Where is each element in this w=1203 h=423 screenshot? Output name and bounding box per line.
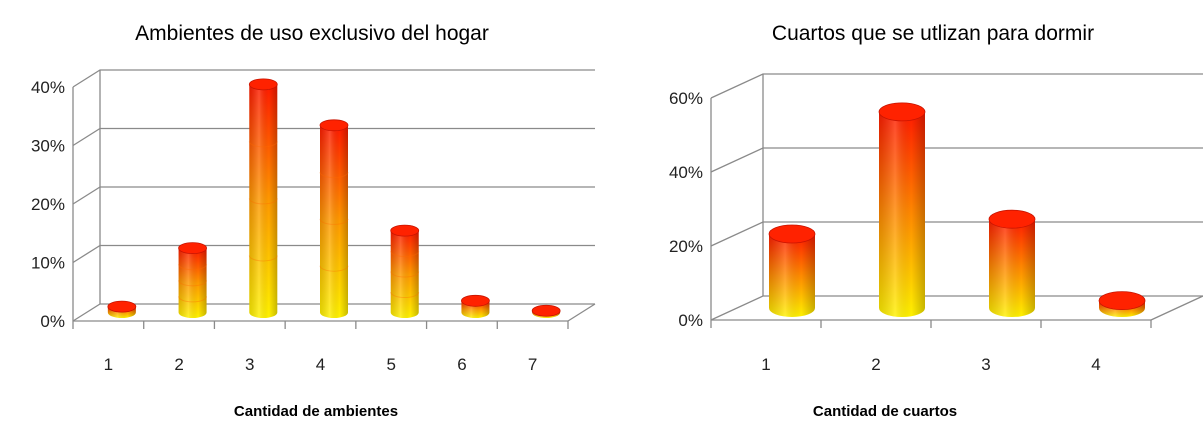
- x-tick-label: 7: [528, 355, 537, 374]
- y-tick-label: 20%: [31, 195, 65, 214]
- bar-band: [319, 265, 349, 272]
- gridline: [710, 73, 1203, 99]
- y-tick-label: 60%: [669, 89, 703, 108]
- bar-top: [319, 119, 349, 132]
- chart-ambientes-svg: Ambientes de uso exclusivo del hogar Can…: [31, 22, 596, 420]
- bar-top: [1098, 291, 1146, 311]
- x-tick-label: 3: [981, 355, 990, 374]
- y-tick-label: 0%: [678, 311, 703, 330]
- bar: [461, 294, 490, 318]
- x-tick-label: 6: [457, 355, 466, 374]
- bar: [319, 119, 349, 318]
- bar-band: [178, 264, 208, 271]
- bar-shading: [320, 125, 348, 318]
- x-axis-title: Cantidad de cuartos: [813, 403, 957, 420]
- bar: [1098, 291, 1146, 317]
- gridline: [72, 69, 595, 88]
- y-tick-label: 10%: [31, 254, 65, 273]
- bar-top: [531, 304, 561, 317]
- bar-shading: [769, 234, 815, 317]
- bar-band: [390, 271, 420, 278]
- y-tick-label: 40%: [669, 163, 703, 182]
- bar-top: [107, 300, 137, 313]
- bar: [531, 304, 561, 318]
- bar-band: [248, 198, 278, 205]
- y-tick-label: 40%: [31, 78, 65, 97]
- bar: [988, 209, 1036, 317]
- bar: [107, 300, 137, 318]
- bar-top: [178, 242, 207, 255]
- bar: [768, 224, 816, 317]
- bar-top: [461, 294, 490, 307]
- bar-top: [768, 224, 816, 244]
- chart-ambientes: Ambientes de uso exclusivo del hogar Can…: [0, 0, 600, 423]
- bar-top: [988, 209, 1036, 229]
- x-tick-label: 2: [174, 355, 183, 374]
- gridline: [710, 147, 1203, 173]
- bar-band: [178, 280, 208, 287]
- bar: [248, 78, 278, 318]
- chart-title: Ambientes de uso exclusivo del hogar: [135, 22, 489, 45]
- bar-band: [390, 250, 420, 258]
- bar-top: [248, 78, 278, 91]
- bar-shading: [989, 219, 1035, 317]
- bar-shading: [879, 111, 925, 318]
- bar-shading: [249, 84, 278, 318]
- x-tick-label: 4: [316, 355, 325, 374]
- x-tick-label: 1: [761, 355, 770, 374]
- floor-right-edge: [567, 303, 596, 322]
- bar-band: [248, 141, 278, 148]
- bar-shading: [532, 310, 561, 318]
- y-tick-label: 20%: [669, 237, 703, 256]
- bar-shading: [461, 300, 490, 318]
- chart-cuartos: Cuartos que se utlizan para dormir Canti…: [603, 0, 1203, 423]
- bar: [878, 102, 926, 318]
- y-tick-label: 30%: [31, 137, 65, 156]
- x-tick-label: 1: [104, 355, 113, 374]
- x-axis-title: Cantidad de ambientes: [234, 403, 398, 420]
- x-tick-label: 2: [871, 355, 880, 374]
- bar-shading: [1099, 300, 1145, 317]
- bar-top: [878, 102, 926, 122]
- bar-band: [390, 291, 420, 298]
- bar-shading: [178, 248, 207, 318]
- x-tick-label: 3: [245, 355, 254, 374]
- bar-band: [319, 171, 349, 179]
- chart-title: Cuartos que se utlizan para dormir: [772, 22, 1094, 45]
- bar-band: [248, 255, 278, 262]
- chart-cuartos-svg: Cuartos que se utlizan para dormir Canti…: [669, 22, 1203, 420]
- bar: [390, 224, 420, 318]
- bar-top: [390, 224, 420, 237]
- plot-area: 0% 20% 40% 60% 1 2 3 4: [669, 73, 1203, 374]
- bar-band: [319, 218, 349, 225]
- floor-right-edge: [1150, 295, 1203, 321]
- bar-shading: [390, 230, 419, 318]
- plot-area: 0% 10% 20% 30% 40% 1 2 3 4 5 6 7: [31, 69, 596, 374]
- x-tick-label: 4: [1091, 355, 1100, 374]
- bar-band: [178, 296, 208, 303]
- bar: [178, 242, 208, 318]
- x-tick-label: 5: [386, 355, 395, 374]
- y-tick-label: 0%: [40, 312, 65, 331]
